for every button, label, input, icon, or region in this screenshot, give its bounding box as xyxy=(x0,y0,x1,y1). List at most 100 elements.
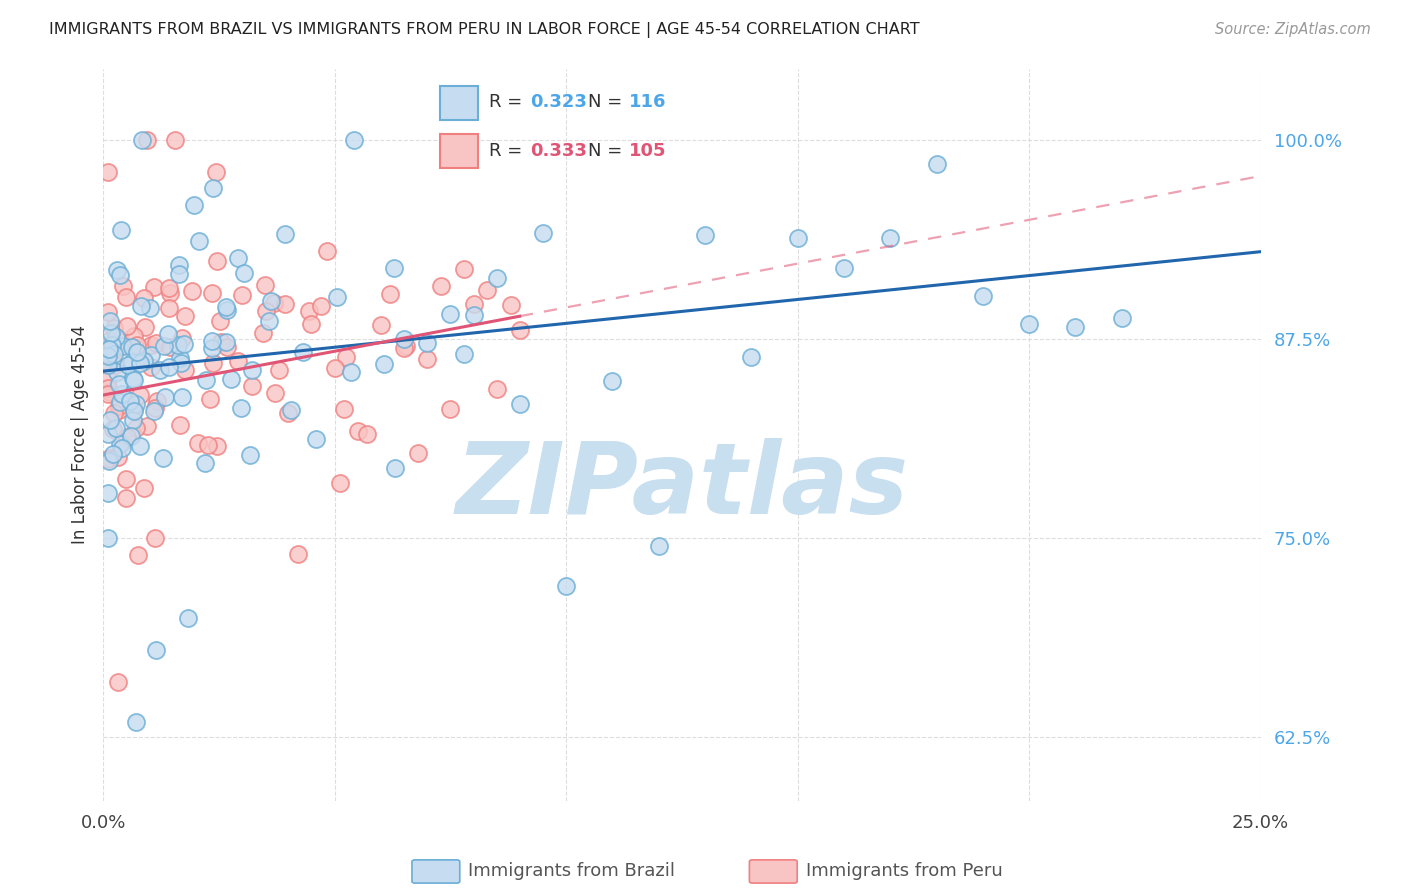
Point xyxy=(201,341,224,355)
Text: 116: 116 xyxy=(628,94,666,112)
Point xyxy=(159,286,181,301)
Point xyxy=(108,268,131,283)
Point xyxy=(198,392,221,406)
Point xyxy=(254,278,277,293)
Point xyxy=(97,381,120,395)
Text: Immigrants from Peru: Immigrants from Peru xyxy=(806,863,1002,880)
Point xyxy=(280,402,302,417)
Point xyxy=(205,165,228,179)
Point xyxy=(121,355,143,369)
Point xyxy=(127,338,149,352)
Point xyxy=(118,393,141,408)
Text: N =: N = xyxy=(588,142,621,160)
Point xyxy=(263,296,285,310)
Point xyxy=(177,611,200,625)
Point xyxy=(205,254,228,268)
Text: 0.333: 0.333 xyxy=(530,142,588,160)
Point xyxy=(110,333,132,347)
Point xyxy=(304,432,326,446)
Point xyxy=(115,472,138,486)
Text: 0.323: 0.323 xyxy=(530,94,588,112)
Point xyxy=(100,326,122,340)
Point xyxy=(145,336,167,351)
Point xyxy=(439,401,461,416)
Point xyxy=(107,340,129,354)
Point xyxy=(157,281,180,295)
Point xyxy=(181,285,204,299)
Point xyxy=(134,320,156,334)
Point xyxy=(380,286,402,301)
Point xyxy=(105,263,128,277)
Point xyxy=(153,390,176,404)
Point xyxy=(240,378,263,392)
Point xyxy=(98,450,121,465)
Point xyxy=(740,350,762,364)
Point xyxy=(240,363,263,377)
Point xyxy=(122,401,145,416)
Point xyxy=(170,390,193,404)
Point xyxy=(97,452,120,467)
Point xyxy=(252,326,274,341)
Point xyxy=(187,436,209,450)
Point xyxy=(104,358,127,372)
Point xyxy=(111,387,134,401)
Point xyxy=(152,451,174,466)
Point xyxy=(343,133,366,147)
Point xyxy=(97,454,120,468)
Point xyxy=(267,363,290,377)
Point xyxy=(832,261,855,276)
Point xyxy=(142,403,165,417)
Point xyxy=(110,223,132,237)
Point xyxy=(879,230,901,244)
Point xyxy=(274,227,297,241)
Point xyxy=(159,340,181,354)
Text: Immigrants from Brazil: Immigrants from Brazil xyxy=(468,863,675,880)
Point xyxy=(172,330,194,344)
Point xyxy=(384,460,406,475)
Point xyxy=(215,300,238,314)
Point xyxy=(131,133,153,147)
Point xyxy=(157,301,180,316)
Point xyxy=(416,352,439,367)
Point xyxy=(141,360,163,375)
Point xyxy=(149,363,172,377)
Point xyxy=(98,337,121,351)
Point xyxy=(1111,311,1133,326)
Point xyxy=(110,441,132,455)
Point xyxy=(134,353,156,368)
Point xyxy=(201,285,224,300)
Point xyxy=(287,548,309,562)
Point xyxy=(111,339,134,353)
Point xyxy=(125,344,148,359)
Point xyxy=(127,548,149,562)
Point xyxy=(100,337,122,351)
Point xyxy=(114,290,136,304)
Point xyxy=(194,456,217,470)
Point xyxy=(602,374,624,388)
Point xyxy=(201,334,224,349)
Point xyxy=(453,347,475,361)
Point xyxy=(382,261,405,276)
Point xyxy=(170,356,193,370)
Text: ZIPatlas: ZIPatlas xyxy=(456,438,908,534)
Point xyxy=(972,289,994,303)
Point xyxy=(215,340,238,354)
Point xyxy=(173,362,195,376)
Point xyxy=(208,313,231,327)
Point xyxy=(97,342,120,356)
Point xyxy=(370,318,392,333)
Point xyxy=(125,714,148,729)
Point xyxy=(453,262,475,277)
Text: IMMIGRANTS FROM BRAZIL VS IMMIGRANTS FROM PERU IN LABOR FORCE | AGE 45-54 CORREL: IMMIGRANTS FROM BRAZIL VS IMMIGRANTS FRO… xyxy=(49,22,920,38)
Point xyxy=(97,531,120,545)
Point xyxy=(97,305,120,319)
Point xyxy=(129,439,152,453)
Point xyxy=(125,397,148,411)
Bar xyxy=(440,135,478,168)
Point xyxy=(373,357,395,371)
Point xyxy=(136,418,159,433)
Point xyxy=(103,321,125,335)
Point xyxy=(103,447,125,461)
Point xyxy=(254,303,277,318)
Point xyxy=(141,338,163,352)
